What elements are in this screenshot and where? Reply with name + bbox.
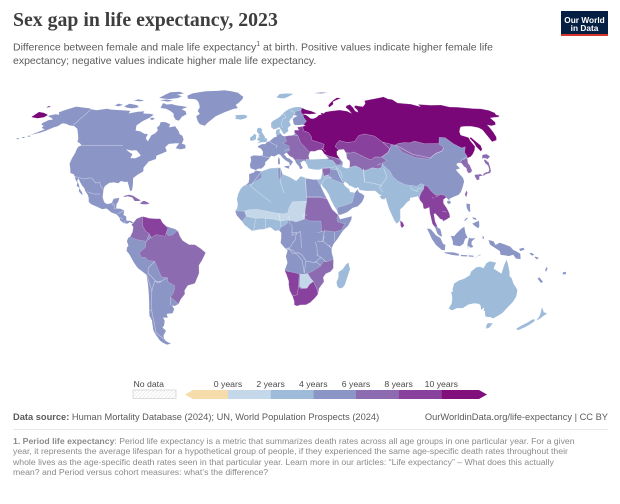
- svg-text:6 years: 6 years: [342, 379, 371, 389]
- svg-text:No data: No data: [134, 379, 165, 389]
- svg-text:10 years: 10 years: [425, 379, 459, 389]
- svg-text:2 years: 2 years: [256, 379, 285, 389]
- svg-text:8 years: 8 years: [384, 379, 413, 389]
- svg-text:4 years: 4 years: [299, 379, 328, 389]
- svg-text:0 years: 0 years: [214, 379, 243, 389]
